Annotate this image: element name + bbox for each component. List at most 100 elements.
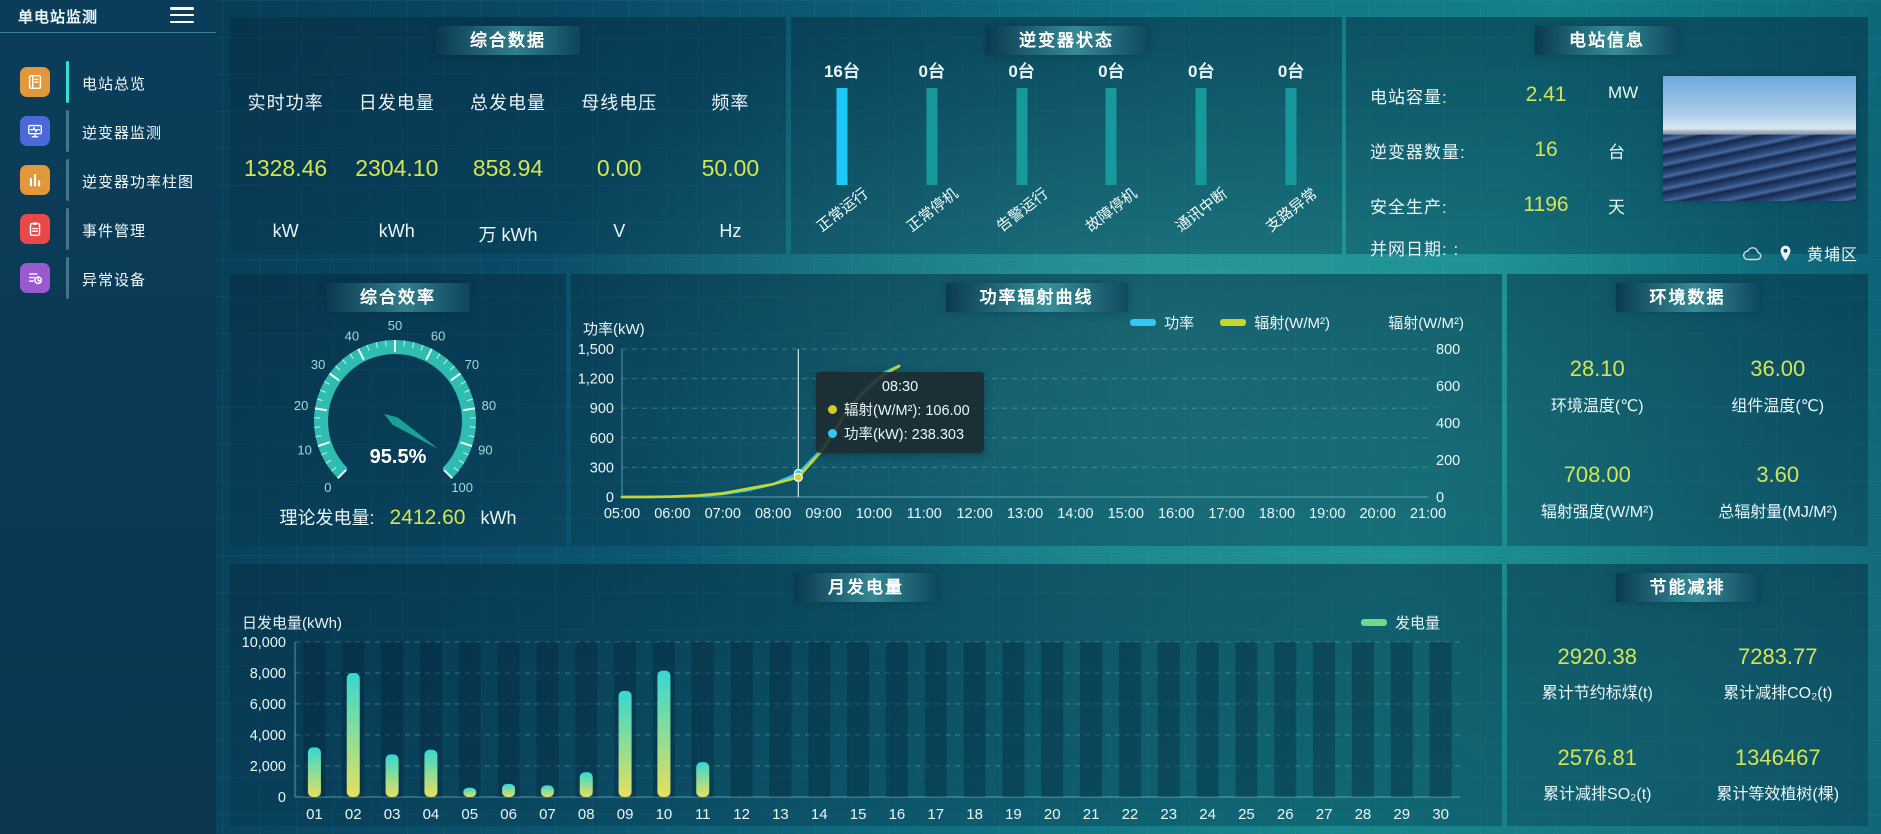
legend-label: 辐射(W/M²) <box>1254 315 1330 332</box>
svg-text:18: 18 <box>966 806 983 823</box>
legend-item[interactable]: 功率 <box>1130 312 1194 333</box>
legend-swatch <box>1360 619 1387 626</box>
svg-text:13:00: 13:00 <box>1007 506 1043 522</box>
metric-frequency: 频率 50.00 Hz <box>701 93 760 241</box>
legend-swatch <box>1130 319 1157 326</box>
svg-text:900: 900 <box>590 401 614 417</box>
inverter-status-column: 0台 通讯中断 <box>1156 57 1246 254</box>
monthly-legend[interactable]: 发电量 <box>1360 612 1440 633</box>
svg-text:10,000: 10,000 <box>242 635 286 651</box>
curve-left-axis-name: 功率(kW) <box>583 321 645 338</box>
svg-text:08:00: 08:00 <box>755 506 791 522</box>
metric-total-generation: 总发电量 858.94 万 kWh <box>470 93 546 245</box>
svg-text:08: 08 <box>578 806 595 823</box>
inverter-status-column: 0台 支路异常 <box>1246 57 1336 254</box>
theory-generation-label: 理论发电量: <box>279 508 375 528</box>
sidebar-item-abnormal-devices[interactable]: 异常设备 <box>0 256 216 300</box>
svg-text:14: 14 <box>811 806 828 823</box>
inverter-status-bar <box>1195 88 1207 185</box>
safe-production-row: 安全生产: 1196 天 <box>1370 193 1625 217</box>
svg-text:100: 100 <box>451 480 473 495</box>
tooltip-series-dot <box>828 429 837 438</box>
monthly-axis-name: 日发电量(kWh) <box>242 615 342 632</box>
inverter-status-bar <box>1285 88 1297 185</box>
svg-text:0: 0 <box>1436 490 1444 506</box>
gauge-value: 95.5% <box>369 446 427 468</box>
sidebar-item-event-management[interactable]: 事件管理 <box>0 207 216 251</box>
sidebar-item-label: 事件管理 <box>82 223 147 240</box>
sidebar-item-inverter-monitor[interactable]: 逆变器监测 <box>0 109 216 153</box>
panel-savings-title: 节能减排 <box>1615 573 1760 602</box>
hamburger-menu-icon[interactable] <box>170 7 194 25</box>
grid-connection-date-row: 并网日期: : <box>1370 240 1460 259</box>
svg-text:90: 90 <box>478 442 492 457</box>
panel-curve-title: 功率辐射曲线 <box>945 283 1128 312</box>
svg-text:300: 300 <box>590 460 614 476</box>
svg-text:02: 02 <box>345 806 362 823</box>
chart-tooltip: 08:30 辐射(W/M²): 106.00 功率(kW): 238.303 <box>816 372 984 453</box>
inverter-count-row: 逆变器数量: 16 台 <box>1370 138 1625 162</box>
svg-text:800: 800 <box>1436 342 1460 358</box>
svg-text:11: 11 <box>695 806 711 823</box>
svg-text:8,000: 8,000 <box>250 666 286 682</box>
panel-efficiency: 综合效率 0 10 20 30 40 50 60 70 80 90 100 95.5% 理论发电量:… <box>230 274 566 546</box>
sidebar-item-accent <box>66 159 69 201</box>
tooltip-series-dot <box>828 405 837 414</box>
panel-monthly-title: 月发电量 <box>794 573 938 602</box>
panel-environment-title: 环境数据 <box>1615 283 1760 312</box>
location-pin-icon[interactable] <box>1778 244 1793 263</box>
svg-text:12:00: 12:00 <box>956 506 992 522</box>
svg-text:10:00: 10:00 <box>856 506 892 522</box>
svg-text:06:00: 06:00 <box>654 506 690 522</box>
svg-text:70: 70 <box>465 357 479 372</box>
svg-text:400: 400 <box>1436 416 1460 432</box>
inverter-status-bar <box>926 88 938 185</box>
sidebar-item-label: 逆变器监测 <box>82 125 163 142</box>
metric-coal-saved: 2920.38 累计节约标煤(t) <box>1541 644 1653 702</box>
svg-text:29: 29 <box>1393 806 1410 823</box>
curve-legend[interactable]: 功率 辐射(W/M²) <box>1130 312 1330 333</box>
sidebar-item-accent <box>66 110 69 152</box>
panel-environment: 环境数据 28.10 环境温度(℃) 36.00 组件温度(℃) 708.00 … <box>1507 274 1868 546</box>
svg-text:0: 0 <box>278 790 286 806</box>
inverter-count: 0台 <box>918 62 945 81</box>
weather-cloud-icon[interactable] <box>1742 244 1764 262</box>
svg-text:15: 15 <box>850 806 867 823</box>
tooltip-time: 08:30 <box>881 379 919 395</box>
svg-text:4,000: 4,000 <box>250 728 286 744</box>
panel-station-info: 电站信息 电站容量: 2.41 MW 逆变器数量: 16 台 安全生产: 119… <box>1346 17 1868 264</box>
tooltip-row: 辐射(W/M²): 106.00 <box>828 399 972 420</box>
svg-text:07:00: 07:00 <box>705 506 741 522</box>
legend-item[interactable]: 辐射(W/M²) <box>1220 312 1330 333</box>
svg-text:16:00: 16:00 <box>1158 506 1194 522</box>
inverter-status-column: 0台 故障停机 <box>1066 57 1156 254</box>
legend-item[interactable]: 发电量 <box>1360 612 1440 633</box>
svg-text:30: 30 <box>1432 806 1449 823</box>
metric-module-temp: 36.00 组件温度(℃) <box>1731 355 1825 415</box>
svg-text:2,000: 2,000 <box>250 759 286 775</box>
metric-bus-voltage: 母线电压 0.00 V <box>581 93 658 241</box>
theory-generation-unit: kWh <box>480 508 517 528</box>
panel-summary-title: 综合数据 <box>436 26 580 55</box>
svg-text:600: 600 <box>1436 379 1460 395</box>
svg-text:05: 05 <box>461 806 478 823</box>
svg-text:50: 50 <box>388 318 402 333</box>
svg-text:1,200: 1,200 <box>578 372 614 388</box>
svg-text:10: 10 <box>297 442 311 457</box>
svg-text:0: 0 <box>324 480 331 495</box>
tooltip-row-text: 功率(kW): 238.303 <box>844 427 965 443</box>
svg-text:21: 21 <box>1083 806 1100 823</box>
svg-text:27: 27 <box>1316 806 1333 823</box>
svg-text:16: 16 <box>889 806 906 823</box>
panel-monthly-generation: 月发电量 日发电量(kWh) 发电量 10,000 8,000 6,000 4,000… <box>230 564 1502 826</box>
svg-text:19: 19 <box>1005 806 1022 823</box>
svg-text:03: 03 <box>384 806 401 823</box>
sidebar-item-inverter-power-bars[interactable]: 逆变器功率柱图 <box>0 158 216 202</box>
svg-text:0: 0 <box>606 490 614 506</box>
inverter-power-bars-icon <box>20 165 50 195</box>
svg-text:17:00: 17:00 <box>1208 506 1244 522</box>
svg-text:23: 23 <box>1160 806 1177 823</box>
tooltip-row-text: 辐射(W/M²): 106.00 <box>844 403 970 419</box>
sidebar-item-station-overview[interactable]: 电站总览 <box>0 60 216 104</box>
